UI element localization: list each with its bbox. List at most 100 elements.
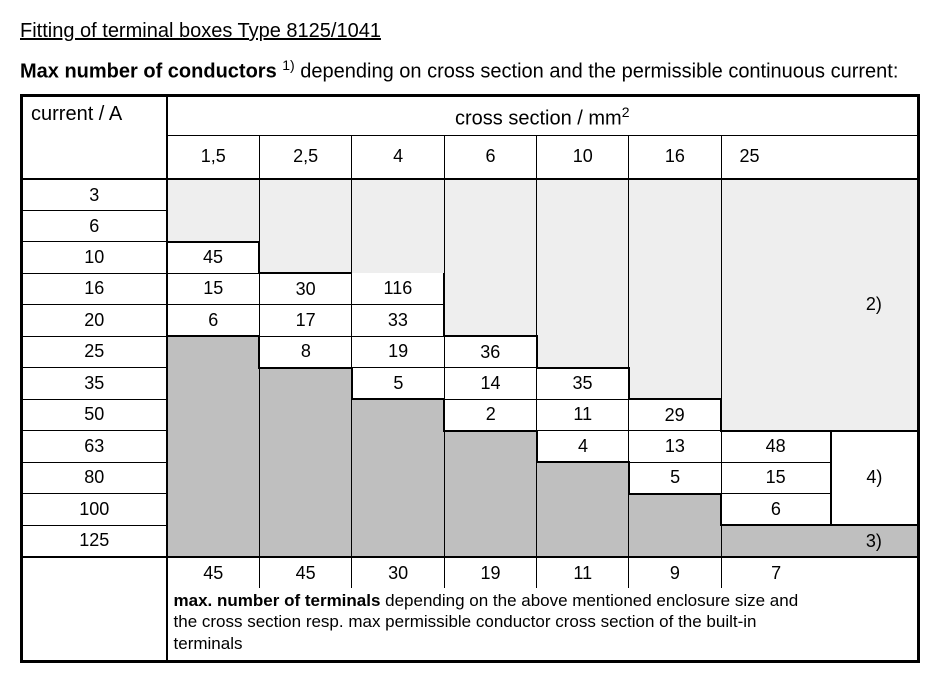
- cell-r4c0: 6: [167, 305, 260, 337]
- subtitle: Max number of conductors 1) depending on…: [20, 57, 921, 84]
- cs-25: 25: [721, 135, 831, 179]
- cell-r0c3: [444, 179, 536, 211]
- page-title: Fitting of terminal boxes Type 8125/1041: [20, 20, 921, 43]
- cell-r6c0: [167, 368, 260, 400]
- cell-r7c5: 29: [629, 399, 721, 431]
- col-header: cross section / mm2: [167, 95, 919, 135]
- cell-r1c3: [444, 211, 536, 242]
- cell-r4c3: [444, 305, 536, 337]
- cell-r1c1: [259, 211, 351, 242]
- cell-r6c1: [259, 368, 351, 400]
- cell-r2c2: [352, 242, 445, 274]
- cur-80: 80: [22, 462, 167, 494]
- cell-r2c1: [259, 242, 351, 274]
- cell-r2c3: [444, 242, 536, 274]
- subtitle-rest: depending on cross section and the permi…: [295, 61, 899, 83]
- footer-blank-right: [831, 557, 919, 661]
- cell-r2c6: [721, 242, 831, 274]
- cell-r3c3: [444, 273, 536, 305]
- cell-r8c4: 4: [537, 431, 629, 463]
- subtitle-sup: 1): [282, 57, 294, 73]
- row-header: current / A: [22, 95, 167, 179]
- cell-r1c2: [352, 211, 445, 242]
- cell-r10c4: [537, 494, 629, 526]
- cell-r7c2: [352, 399, 445, 431]
- cell-r3c1: 30: [259, 273, 351, 305]
- cell-r0c1: [259, 179, 351, 211]
- cell-r3c2: 116: [352, 273, 445, 305]
- cell-r7c4: 11: [537, 399, 629, 431]
- cell-r0c4: [537, 179, 629, 211]
- cell-r7c0: [167, 399, 260, 431]
- cell-r0c0: [167, 179, 260, 211]
- maxterm-3: 19: [444, 557, 536, 588]
- maxterm-4: 11: [537, 557, 629, 588]
- cell-r2c0: 45: [167, 242, 260, 274]
- cell-r9c2: [352, 462, 445, 494]
- cell-r3c4: [537, 273, 629, 305]
- cell-r1c0: [167, 211, 260, 242]
- cell-r1c4: [537, 211, 629, 242]
- maxterm-5: 9: [629, 557, 721, 588]
- cell-r6c2: 5: [352, 368, 445, 400]
- cs-4: 4: [352, 135, 445, 179]
- cell-r10c2: [352, 494, 445, 526]
- maxterm-0: 45: [167, 557, 260, 588]
- cs-10: 10: [537, 135, 629, 179]
- cur-50: 50: [22, 399, 167, 431]
- cell-r7c3: 2: [444, 399, 536, 431]
- cs-16: 16: [629, 135, 721, 179]
- cur-20: 20: [22, 305, 167, 337]
- cell-r10c6: 6: [721, 494, 831, 526]
- cell-r5c3: 36: [444, 336, 536, 368]
- cell-r5c4: [537, 336, 629, 368]
- cell-r0c5: [629, 179, 721, 211]
- cell-r2c5: [629, 242, 721, 274]
- cell-r10c5: [629, 494, 721, 526]
- cell-r4c5: [629, 305, 721, 337]
- cell-r9c6: 15: [721, 462, 831, 494]
- cell-r5c1: 8: [259, 336, 351, 368]
- cell-r3c6: [721, 273, 831, 305]
- cell-r8c6: 48: [721, 431, 831, 463]
- cell-r3c5: [629, 273, 721, 305]
- cell-r11c5: [629, 525, 721, 557]
- cell-r1c6: [721, 211, 831, 242]
- footer-blank: [22, 557, 167, 661]
- cell-r6c5: [629, 368, 721, 400]
- cell-r5c6: [721, 336, 831, 368]
- cur-63: 63: [22, 431, 167, 463]
- cur-10: 10: [22, 242, 167, 274]
- maxterm-1: 45: [259, 557, 351, 588]
- cell-r11c1: [259, 525, 351, 557]
- cell-r9c5: 5: [629, 462, 721, 494]
- cell-r11c6: [721, 525, 831, 557]
- cell-r1c5: [629, 211, 721, 242]
- cell-r6c4: 35: [537, 368, 629, 400]
- cell-r11c4: [537, 525, 629, 557]
- cell-r4c4: [537, 305, 629, 337]
- cell-r0c6: [721, 179, 831, 211]
- note-2: 2): [831, 179, 919, 431]
- cur-6: 6: [22, 211, 167, 242]
- cell-r9c1: [259, 462, 351, 494]
- cell-r4c1: 17: [259, 305, 351, 337]
- note-3: 3): [831, 525, 919, 557]
- cell-r8c2: [352, 431, 445, 463]
- cur-100: 100: [22, 494, 167, 526]
- cell-r9c0: [167, 462, 260, 494]
- cell-r4c2: 33: [352, 305, 445, 337]
- cell-r3c0: 15: [167, 273, 260, 305]
- cell-r5c2: 19: [352, 336, 445, 368]
- cur-35: 35: [22, 368, 167, 400]
- cell-r8c1: [259, 431, 351, 463]
- cs-1-5: 1,5: [167, 135, 260, 179]
- cur-125: 125: [22, 525, 167, 557]
- cell-r11c3: [444, 525, 536, 557]
- cell-r10c3: [444, 494, 536, 526]
- cell-r2c4: [537, 242, 629, 274]
- col-header-sup: 2: [622, 104, 630, 120]
- cell-r0c2: [352, 179, 445, 211]
- cur-25: 25: [22, 336, 167, 368]
- cell-r10c0: [167, 494, 260, 526]
